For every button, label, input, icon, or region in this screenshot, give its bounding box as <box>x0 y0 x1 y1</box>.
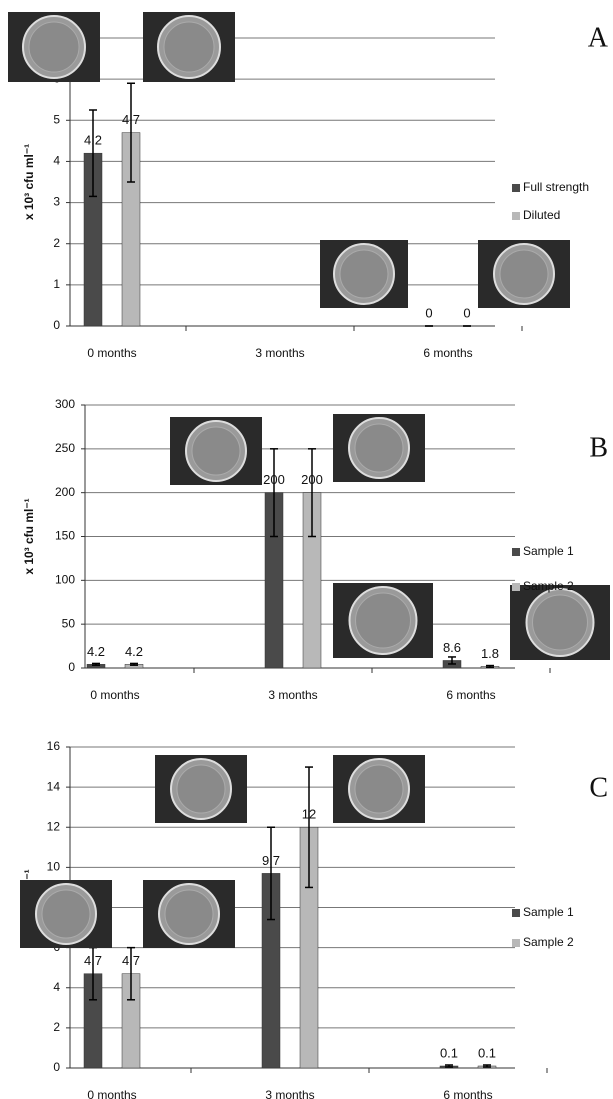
y-tick-label: 50 <box>62 616 76 630</box>
data-label: 4.7 <box>122 112 140 127</box>
page: {"chart_data": [ {"type": "bar", "label"… <box>0 0 613 1099</box>
data-label: 1.8 <box>481 646 499 661</box>
y-tick-label: 16 <box>47 739 61 753</box>
data-label: 9.7 <box>262 853 280 868</box>
dish-inner <box>355 424 403 472</box>
y-axis-title: x 10³ cfu ml⁻¹ <box>22 144 36 220</box>
legend-label: Diluted <box>523 208 560 222</box>
legend-swatch <box>512 184 520 192</box>
dish-inner <box>356 593 411 648</box>
legend-label: Full strength <box>523 180 589 194</box>
legend-label: Sample 2 <box>523 935 574 949</box>
panel-label: B <box>589 432 608 463</box>
body: 01234567x 10³ cfu ml⁻¹A0 months3 months6… <box>0 0 613 1099</box>
legend-label: Sample 2 <box>523 579 574 593</box>
petri-photo <box>510 585 610 660</box>
petri-photo <box>20 880 112 948</box>
legend-swatch <box>512 212 520 220</box>
y-tick-label: 0 <box>68 660 75 674</box>
panel-label: A <box>588 22 609 53</box>
y-tick-label: 200 <box>55 485 75 499</box>
y-tick-label: 1 <box>53 277 60 291</box>
dish-inner <box>500 250 548 298</box>
dish-inner <box>192 427 240 475</box>
y-axis-title: x 10³ cfu ml⁻¹ <box>22 498 36 574</box>
y-tick-label: 0 <box>53 318 60 332</box>
y-tick-label: 0 <box>53 1060 60 1074</box>
x-tick-label: 3 months <box>255 346 304 360</box>
petri-photo <box>478 240 570 308</box>
y-tick-label: 2 <box>53 236 60 250</box>
y-tick-label: 10 <box>47 860 61 874</box>
x-tick-label: 3 months <box>268 688 317 702</box>
y-tick-label: 3 <box>53 195 60 209</box>
petri-photo <box>320 240 408 308</box>
petri-photo <box>333 414 425 482</box>
data-label: 4.7 <box>84 953 102 968</box>
petri-photo <box>155 755 247 823</box>
y-tick-label: 2 <box>53 1020 60 1034</box>
dish-inner <box>340 250 388 298</box>
y-tick-label: 12 <box>47 819 61 833</box>
dish-inner <box>165 890 213 938</box>
data-label: 12 <box>302 807 316 822</box>
legend-swatch <box>512 939 520 947</box>
x-tick-label: 3 months <box>265 1088 314 1099</box>
x-tick-label: 0 months <box>90 688 139 702</box>
data-label: 0 <box>425 305 432 320</box>
y-tick-label: 14 <box>47 779 61 793</box>
legend-label: Sample 1 <box>523 544 574 558</box>
dish-inner <box>42 890 90 938</box>
data-label: 4.2 <box>87 644 105 659</box>
dish-inner <box>177 765 225 813</box>
y-tick-label: 4 <box>53 154 60 168</box>
data-label: 4.2 <box>84 133 102 148</box>
dish-inner <box>533 595 588 650</box>
x-tick-label: 6 months <box>423 346 472 360</box>
legend-swatch <box>512 909 520 917</box>
petri-photo <box>143 12 235 82</box>
petri-photo <box>333 583 433 658</box>
figure: 01234567x 10³ cfu ml⁻¹A0 months3 months6… <box>0 0 613 1099</box>
x-tick-label: 0 months <box>87 346 136 360</box>
legend-label: Sample 1 <box>523 905 574 919</box>
dish-inner <box>29 22 79 72</box>
data-label: 4.7 <box>122 953 140 968</box>
panel-label: C <box>589 772 608 803</box>
dish-inner <box>164 22 214 72</box>
petri-photo <box>8 12 100 82</box>
x-tick-label: 0 months <box>87 1088 136 1099</box>
y-tick-label: 300 <box>55 397 75 411</box>
legend-swatch <box>512 583 520 591</box>
data-label: 0.1 <box>440 1045 458 1060</box>
data-label: 4.2 <box>125 644 143 659</box>
y-tick-label: 150 <box>55 529 75 543</box>
petri-photo <box>143 880 235 948</box>
y-tick-label: 5 <box>53 112 60 126</box>
dish-inner <box>355 765 403 813</box>
x-tick-label: 6 months <box>443 1088 492 1099</box>
legend-swatch <box>512 548 520 556</box>
data-label: 8.6 <box>443 640 461 655</box>
data-label: 200 <box>301 472 323 487</box>
x-tick-label: 6 months <box>446 688 495 702</box>
petri-photo <box>333 755 425 823</box>
data-label: 200 <box>263 472 285 487</box>
y-tick-label: 4 <box>53 980 60 994</box>
y-tick-label: 250 <box>55 441 75 455</box>
petri-photo <box>170 417 262 485</box>
data-label: 0.1 <box>478 1045 496 1060</box>
y-tick-label: 100 <box>55 573 75 587</box>
data-label: 0 <box>463 305 470 320</box>
